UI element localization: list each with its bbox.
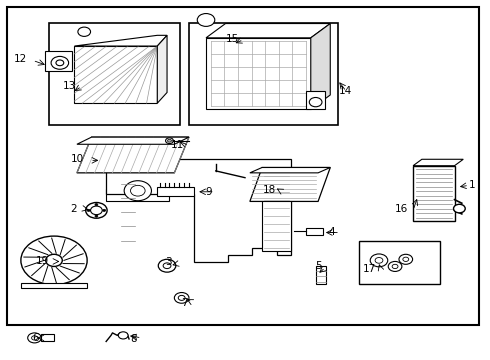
- Circle shape: [56, 60, 64, 66]
- Circle shape: [178, 296, 185, 300]
- Circle shape: [78, 27, 91, 36]
- Text: 13: 13: [63, 81, 76, 91]
- Text: 4: 4: [328, 227, 335, 237]
- Circle shape: [197, 14, 215, 26]
- Bar: [316, 266, 326, 284]
- Circle shape: [454, 204, 465, 213]
- Circle shape: [403, 257, 409, 261]
- Text: 10: 10: [71, 154, 84, 164]
- Bar: [21, 283, 87, 288]
- Circle shape: [87, 209, 90, 211]
- Text: 8: 8: [130, 334, 137, 344]
- Circle shape: [392, 264, 398, 269]
- Polygon shape: [77, 137, 189, 173]
- Polygon shape: [106, 158, 291, 262]
- Bar: [49, 23, 180, 125]
- Circle shape: [118, 332, 128, 339]
- Text: 1: 1: [468, 180, 475, 190]
- Bar: [206, 38, 311, 109]
- Bar: [41, 334, 53, 341]
- Circle shape: [103, 209, 106, 211]
- Circle shape: [46, 254, 62, 266]
- Polygon shape: [74, 35, 167, 46]
- Polygon shape: [206, 23, 330, 38]
- Circle shape: [370, 254, 388, 267]
- Circle shape: [51, 57, 69, 69]
- Text: 11: 11: [171, 140, 184, 150]
- Circle shape: [375, 257, 383, 263]
- Circle shape: [124, 181, 151, 201]
- Text: 18: 18: [263, 185, 276, 195]
- Bar: [262, 173, 291, 251]
- Circle shape: [166, 138, 173, 144]
- Text: 14: 14: [339, 86, 352, 96]
- Text: 2: 2: [70, 203, 77, 213]
- Bar: [74, 46, 157, 103]
- Bar: [413, 166, 455, 221]
- Circle shape: [388, 261, 402, 271]
- Text: 5: 5: [315, 261, 321, 271]
- Bar: [306, 91, 325, 109]
- Bar: [45, 51, 72, 71]
- Polygon shape: [157, 35, 167, 103]
- Bar: [106, 189, 170, 202]
- Circle shape: [130, 185, 145, 196]
- Text: 16: 16: [395, 204, 408, 214]
- Text: 15: 15: [225, 34, 239, 44]
- Text: 9: 9: [205, 187, 212, 197]
- Circle shape: [31, 336, 37, 340]
- Bar: [360, 241, 440, 284]
- Polygon shape: [311, 23, 330, 109]
- Circle shape: [158, 259, 176, 272]
- Text: 7: 7: [181, 298, 188, 308]
- Bar: [306, 228, 323, 235]
- Bar: [189, 23, 338, 125]
- Polygon shape: [250, 167, 330, 202]
- Text: 19: 19: [36, 256, 49, 266]
- Bar: [7, 8, 479, 325]
- Circle shape: [309, 98, 322, 107]
- Circle shape: [163, 263, 171, 269]
- Polygon shape: [413, 159, 463, 166]
- Circle shape: [95, 203, 98, 206]
- Circle shape: [28, 333, 41, 343]
- Text: 17: 17: [362, 264, 375, 274]
- Circle shape: [86, 203, 107, 218]
- Circle shape: [21, 236, 87, 285]
- Text: 3: 3: [165, 257, 172, 267]
- Text: 6: 6: [32, 333, 39, 343]
- Circle shape: [95, 215, 98, 217]
- Circle shape: [91, 206, 102, 215]
- Text: 12: 12: [13, 54, 27, 64]
- Polygon shape: [250, 167, 330, 173]
- Circle shape: [174, 293, 189, 303]
- Polygon shape: [77, 137, 189, 144]
- Circle shape: [399, 254, 413, 264]
- Circle shape: [168, 139, 172, 142]
- Bar: [157, 187, 194, 196]
